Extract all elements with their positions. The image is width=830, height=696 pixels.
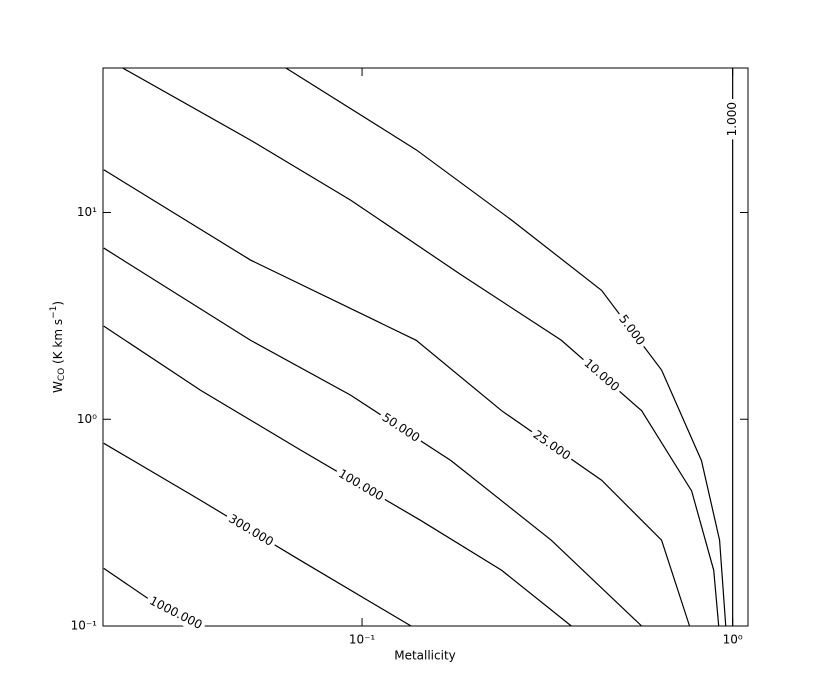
- contour-label-bg: [376, 408, 426, 448]
- contour-label-text: 10.000: [581, 356, 622, 394]
- y-label-part: (K km s: [51, 319, 65, 368]
- y-label-part: −1: [49, 306, 59, 319]
- contour-label: 10.000: [578, 353, 625, 398]
- contour-label-bg: [578, 353, 625, 398]
- contour-label-text: 100.000: [336, 466, 386, 503]
- contour-line: [103, 169, 691, 627]
- contour-label-text: 1.000: [725, 102, 739, 136]
- y-tick-label: 10⁻¹: [71, 619, 98, 633]
- y-tick-label: 10¹: [77, 205, 97, 219]
- contour-label: 300.000: [222, 509, 279, 552]
- x-axis-label: Metallicity: [394, 649, 456, 663]
- contour-label: 1000.000: [143, 591, 208, 635]
- plot-frame: [102, 67, 749, 627]
- contour-label: 25.000: [527, 425, 576, 466]
- x-tick-label: 10⁰: [723, 633, 743, 647]
- contour-line: [122, 67, 720, 627]
- contour-label-bg: [613, 309, 651, 352]
- x-tick-label: 10⁻¹: [349, 633, 376, 647]
- y-axis-label: WCO (K km s−1): [49, 301, 67, 393]
- contour-label: 5.000: [613, 309, 651, 352]
- contour-label: 50.000: [376, 408, 426, 448]
- contour-label-bg: [527, 425, 576, 466]
- contour-label-bg: [724, 98, 741, 140]
- y-tick-label: 10⁰: [77, 412, 97, 426]
- contour-line: [285, 67, 727, 627]
- contour-label-bg: [222, 509, 279, 552]
- contour-label-text: 300.000: [226, 511, 276, 549]
- y-label-part: CO: [57, 368, 67, 381]
- contour-label: 100.000: [332, 464, 389, 507]
- contour-label-bg: [143, 591, 208, 635]
- contour-line: [103, 247, 643, 627]
- y-label-part: ): [51, 301, 65, 306]
- contour-label: 1.000: [724, 98, 741, 140]
- y-label-part: W: [51, 381, 65, 393]
- contour-label-bg: [332, 464, 389, 507]
